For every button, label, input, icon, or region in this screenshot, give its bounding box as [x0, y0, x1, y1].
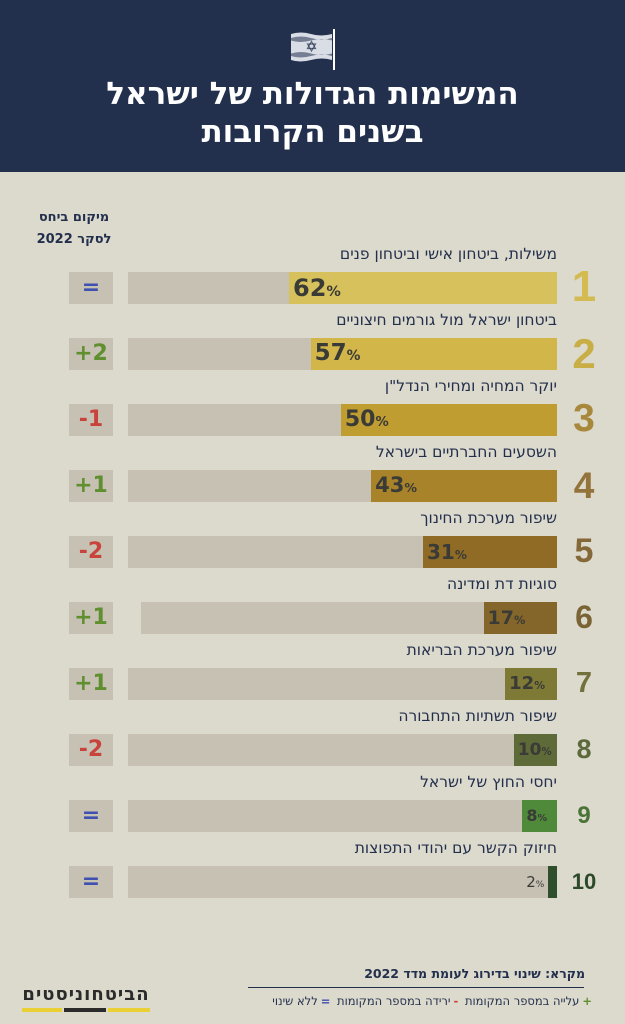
rank-change-badge: -2: [69, 536, 113, 568]
bar: [505, 668, 557, 700]
category-label: שיפור מערכת החינוך: [420, 509, 557, 527]
value-label: 17%: [487, 606, 526, 629]
legend-item-nochange: =ללא שינוי: [272, 994, 333, 1008]
rank-number: 10: [571, 869, 597, 895]
header-banner: המשימות הגדולות של ישראל בשנים הקרובות: [0, 0, 625, 172]
rank-number: 2: [572, 329, 596, 377]
rank-number: 6: [575, 599, 593, 636]
legend-symbol-decrease: -: [453, 994, 459, 1008]
value-label: 12%: [509, 673, 546, 695]
chart-title-line1: המשימות הגדולות של ישראל: [106, 76, 519, 112]
rank-change-badge: =: [69, 272, 113, 304]
bar: [483, 602, 557, 634]
legend-text-nochange: ללא שינוי: [272, 994, 318, 1008]
value-label: 62%: [293, 273, 341, 302]
category-label: חיזוק הקשר עם יהודי התפוצות: [354, 839, 557, 857]
legend-symbol-nochange: =: [320, 994, 331, 1008]
category-label: יוקר המחיה ומחירי הנדל"ן: [384, 377, 557, 395]
category-label: השסעים החברתיים בישראל: [375, 443, 557, 461]
rank-change-badge: +1: [69, 470, 113, 502]
bar: [513, 734, 557, 766]
rank-change-badge: -1: [69, 404, 113, 436]
rank-change-badge: +2: [69, 338, 113, 370]
value-label: 43%: [375, 473, 417, 498]
bar: [310, 338, 557, 370]
rank-number: 1: [571, 262, 597, 312]
rank-change-badge: =: [69, 866, 113, 898]
legend-title: מקרא: שינוי בדירוג לעומת מדד 2022: [364, 966, 585, 981]
bar-track: [128, 800, 557, 832]
rank-number: 5: [574, 532, 594, 571]
rank-number: 8: [576, 734, 592, 765]
rank-number: 9: [577, 802, 591, 830]
bar: [423, 536, 557, 568]
rank-number: 4: [573, 464, 595, 506]
bar: [548, 866, 557, 898]
category-label: משילות, ביטחון אישי וביטחון פנים: [339, 245, 557, 263]
rank-change-badge: -2: [69, 734, 113, 766]
brand-logo: הביטחוניסטים: [22, 984, 150, 1005]
bar-track: [128, 668, 557, 700]
change-column-label-line1: מיקום ביחס: [38, 210, 110, 225]
category-label: סוגיות דת ומדינה: [446, 575, 557, 593]
bar: [522, 800, 557, 832]
category-label: שיפור מערכת הבריאות: [406, 641, 557, 659]
bar: [289, 272, 557, 304]
category-label: יחסי החוץ של ישראל: [420, 773, 557, 791]
bar-track: [128, 734, 557, 766]
value-label: 57%: [314, 340, 361, 367]
rank-change-badge: =: [69, 800, 113, 832]
bar: [371, 470, 557, 502]
value-label: 10%: [517, 739, 552, 760]
value-label: 8%: [526, 806, 548, 826]
chart-title-line2: בשנים הקרובות: [201, 114, 424, 150]
legend-item-decrease: -ירידה במספר המקומות: [337, 994, 461, 1008]
value-label: 2%: [526, 873, 545, 891]
logo-stripe-2: [64, 1008, 106, 1012]
israel-flag-icon: [291, 29, 335, 70]
legend: +עלייה במספר המקומות -ירידה במספר המקומו…: [272, 994, 595, 1008]
legend-text-decrease: ירידה במספר המקומות: [337, 994, 451, 1008]
legend-text-increase: עלייה במספר המקומות: [464, 994, 580, 1008]
rank-change-badge: +1: [69, 668, 113, 700]
rank-number: 7: [575, 667, 593, 700]
logo-stripe-3: [108, 1008, 150, 1012]
value-label: 50%: [344, 406, 389, 432]
rank-change-badge: +1: [69, 602, 113, 634]
legend-symbol-increase: +: [582, 994, 592, 1008]
logo-stripe-1: [22, 1008, 62, 1012]
category-label: שיפור תשתיות התחבורה: [398, 707, 557, 725]
bar-track: [128, 866, 557, 898]
rank-number: 3: [573, 397, 595, 441]
value-label: 31%: [427, 540, 467, 564]
category-label: ביטחון ישראל מול גורמים חיצוניים: [336, 311, 557, 329]
legend-divider: [248, 987, 584, 988]
legend-item-increase: +עלייה במספר המקומות: [465, 994, 595, 1008]
bar: [340, 404, 557, 436]
change-column-label-line2: לסקר 2022: [36, 232, 112, 247]
